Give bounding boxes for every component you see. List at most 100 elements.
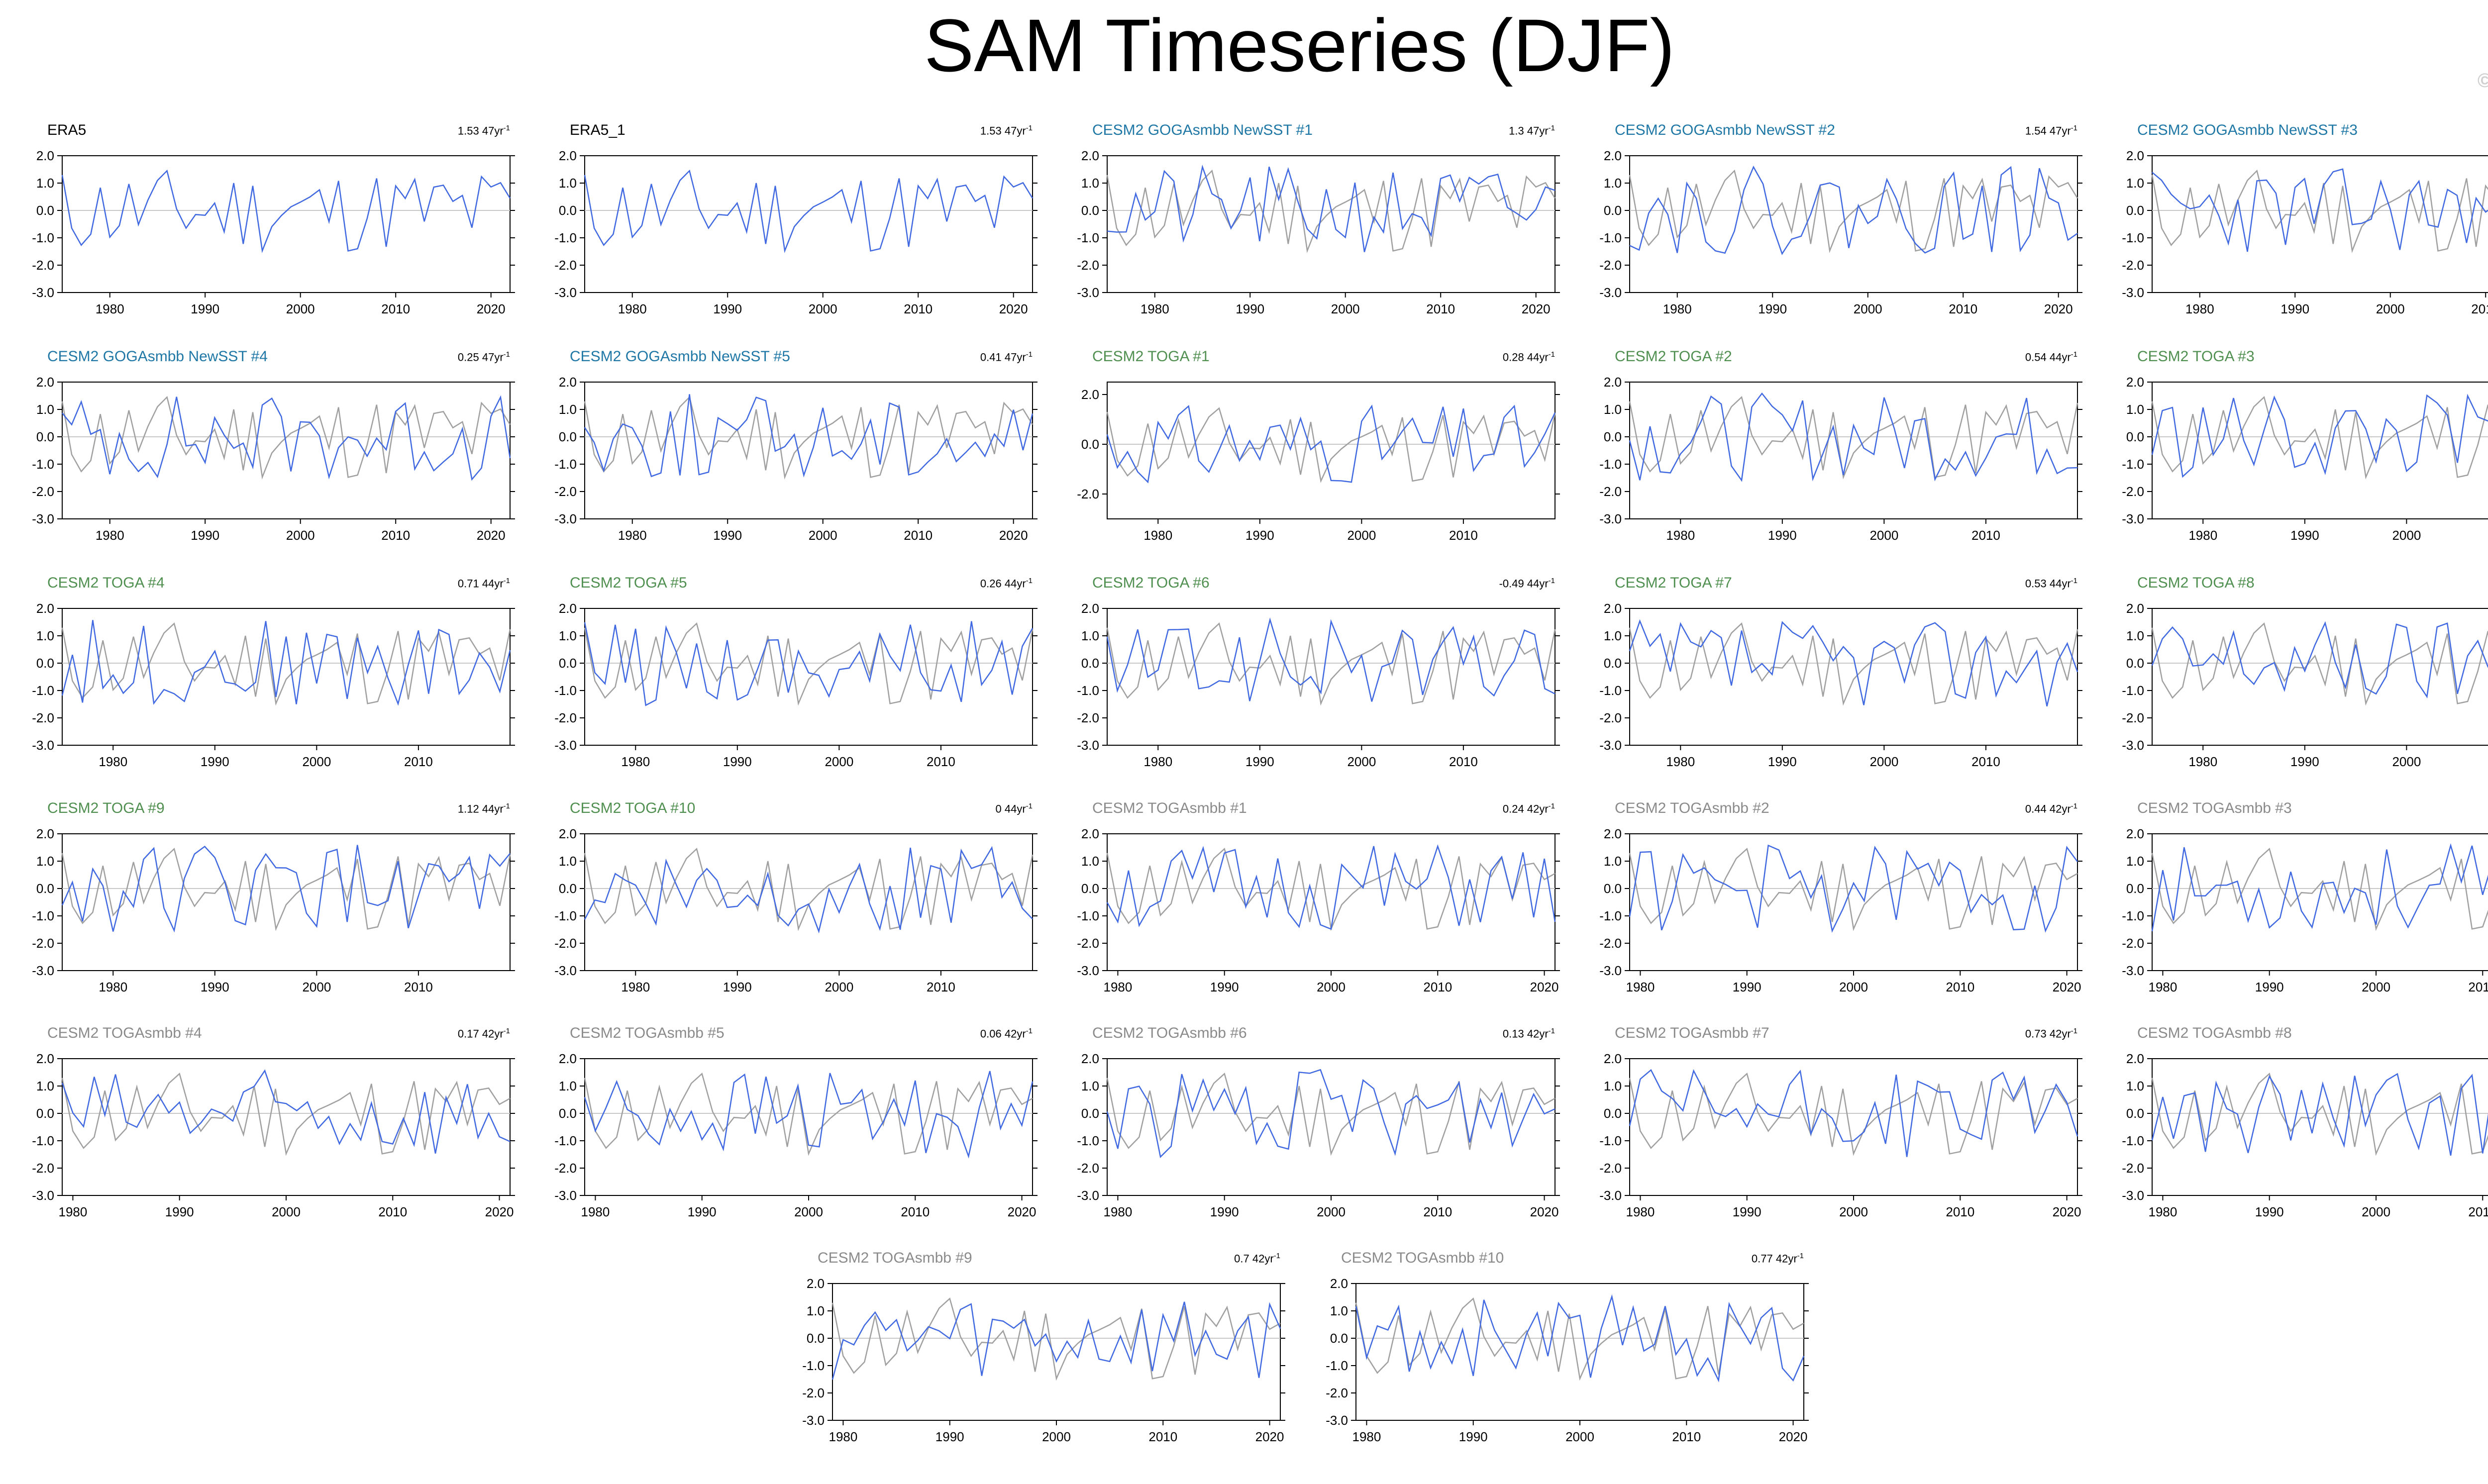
model-series-line — [584, 846, 1033, 934]
timeseries-chart: 2.0 1.0 0.0 -1.0 -2.0 -3.0 1980 1990 2000 2010 202… — [1599, 826, 2082, 994]
y-tick-label: -1.0 — [32, 457, 54, 472]
y-tick-label: 0.0 — [1604, 203, 1622, 218]
panel-title: CESM2 TOGA #2 — [1615, 348, 1732, 365]
x-tick-label: 2010 — [927, 980, 955, 994]
x-tick-label: 2020 — [1530, 980, 1559, 994]
panel-title: CESM2 TOGA #5 — [570, 575, 687, 591]
x-tick-label: 2010 — [1449, 528, 1478, 543]
y-tick-label: 0.0 — [2126, 429, 2144, 444]
timeseries-panel: CESM2 TOGA #7 0.53 44yr-1 2.0 1.0 0.0 -1.0 -2.… — [1582, 575, 2090, 784]
x-tick-label: 2010 — [2471, 301, 2488, 316]
y-tick-label: -3.0 — [2122, 963, 2144, 978]
timeseries-panel: CESM2 TOGAsmbb #5 0.06 42yr-1 2.0 1.0 0.0 -1.… — [537, 1025, 1045, 1234]
y-tick-label: 2.0 — [559, 826, 577, 841]
y-tick-label: -1.0 — [1599, 1133, 1622, 1148]
x-tick-label: 2010 — [904, 528, 933, 543]
y-tick-label: 0.0 — [2126, 203, 2144, 218]
model-series-line — [61, 169, 511, 253]
timeseries-panel: CESM2 GOGAsmbb NewSST #2 1.54 47yr-1 2.0 1.… — [1582, 122, 2090, 331]
y-tick-label: -3.0 — [1077, 285, 1099, 300]
x-tick-label: 2010 — [404, 754, 433, 769]
timeseries-chart: 2.0 1.0 0.0 -1.0 -2.0 -3.0 1980 1990 2000 2010 202… — [1077, 826, 1560, 994]
y-tick-label: -3.0 — [32, 738, 54, 753]
model-series-line — [1106, 404, 1556, 484]
timeseries-panel: CESM2 GOGAsmbb NewSST #4 0.25 47yr-1 2.0 1.… — [15, 348, 522, 557]
x-tick-label: 1990 — [1768, 754, 1797, 769]
panel-title: CESM2 TOGAsmbb #4 — [47, 1025, 202, 1041]
panel-title: CESM2 GOGAsmbb NewSST #2 — [1615, 122, 1835, 138]
y-tick-label: 1.0 — [559, 176, 577, 191]
panel-title: ERA5 — [47, 122, 87, 138]
panel-title: CESM2 TOGAsmbb #2 — [1615, 800, 1769, 816]
observed-series-line — [1629, 396, 2078, 480]
model-series-line — [1107, 164, 1555, 252]
x-tick-label: 2010 — [404, 980, 433, 994]
page-title: SAM Timeseries (DJF) — [924, 3, 1675, 87]
y-tick-label: -2.0 — [1077, 1161, 1099, 1176]
x-tick-label: 2020 — [1779, 1429, 1808, 1444]
y-tick-label: -2.0 — [1599, 710, 1622, 725]
x-tick-label: 2010 — [381, 528, 410, 543]
y-tick-label: 1.0 — [36, 402, 54, 417]
y-tick-label: 1.0 — [1604, 628, 1622, 643]
timeseries-panel: CESM2 TOGA #9 1.12 44yr-1 2.0 1.0 0.0 -1.0 -2.… — [15, 800, 522, 1009]
timeseries-panel: CESM2 TOGA #31.01 44yr-12.01.00.0-1.0-2.… — [2105, 348, 2488, 557]
x-tick-label: 2010 — [1426, 301, 1455, 316]
x-tick-label: 2000 — [302, 980, 331, 994]
plot-frame — [1107, 608, 1555, 746]
y-tick-label: -1.0 — [802, 1358, 825, 1373]
y-tick-label: 1.0 — [559, 1079, 577, 1093]
x-tick-label: 2000 — [1317, 980, 1346, 994]
y-tick-label: -3.0 — [1077, 738, 1099, 753]
panel-trend-label: 1.12 44yr-1 — [457, 802, 510, 815]
panel-title: CESM2 TOGAsmbb #9 — [818, 1250, 972, 1266]
observed-series-line — [61, 396, 511, 480]
plot-frame — [1107, 155, 1555, 293]
x-tick-label: 2000 — [2362, 1204, 2390, 1219]
y-tick-label: -3.0 — [1326, 1413, 1348, 1428]
y-tick-label: -1.0 — [32, 683, 54, 698]
x-tick-label: 2000 — [1565, 1429, 1594, 1444]
x-tick-label: 1990 — [201, 980, 229, 994]
panel-trend-label: 0.77 42yr-1 — [1751, 1252, 1804, 1265]
plot-frame — [1629, 382, 2078, 519]
x-tick-label: 2020 — [1255, 1429, 1284, 1444]
y-tick-label: -3.0 — [2122, 1188, 2144, 1203]
timeseries-chart: 2.0 1.0 0.0 -1.0 -2.0 -3.0 1980 1990 2000 2010 202… — [1599, 148, 2082, 316]
x-tick-label: 1980 — [621, 980, 650, 994]
x-tick-label: 1980 — [829, 1429, 858, 1444]
timeseries-chart: 2.0 0.0 -2.0 1980 1990 2000 2010 — [1077, 382, 1560, 543]
x-tick-label: 2000 — [272, 1204, 301, 1219]
panel-title: CESM2 TOGAsmbb #8 — [2137, 1025, 2292, 1041]
panel-trend-label: 0 44yr-1 — [995, 802, 1033, 815]
y-tick-label: 1.0 — [1604, 402, 1622, 417]
panel-title: CESM2 TOGAsmbb #7 — [1615, 1025, 1769, 1041]
timeseries-panel: ERA5_1 1.53 47yr-1 2.0 1.0 0.0 -1.0 -2.0 -3.0 19… — [537, 122, 1045, 331]
x-tick-label: 2000 — [1839, 980, 1868, 994]
timeseries-panel: CESM2 TOGA #6 -0.49 44yr-1 2.0 1.0 0.0 -1.0 -2… — [1060, 575, 1567, 784]
x-tick-label: 1980 — [2149, 980, 2177, 994]
timeseries-chart: 2.0 1.0 0.0 -1.0 -2.0 -3.0 1980 1990 2000 2010 — [1599, 375, 2082, 543]
plot-frame — [1355, 1283, 1804, 1421]
plot-frame — [62, 833, 511, 971]
y-tick-label: -2.0 — [2122, 258, 2144, 273]
y-tick-label: -3.0 — [2122, 738, 2144, 753]
observed-series-line — [61, 1073, 511, 1156]
y-tick-label: -2.0 — [1599, 258, 1622, 273]
y-tick-label: 2.0 — [559, 148, 577, 163]
y-tick-label: 0.0 — [807, 1331, 825, 1346]
x-tick-label: 2000 — [286, 301, 315, 316]
y-tick-label: 0.0 — [1081, 437, 1099, 452]
x-tick-label: 2010 — [1148, 1429, 1177, 1444]
timeseries-chart: 2.0 1.0 0.0 -1.0 -2.0 -3.0 1980 1990 2000 2010 202… — [802, 1276, 1285, 1444]
x-tick-label: 1990 — [1245, 754, 1274, 769]
y-tick-label: -2.0 — [1599, 936, 1622, 951]
model-series-line — [61, 845, 511, 933]
y-tick-label: 2.0 — [2126, 1051, 2144, 1066]
y-tick-label: 1.0 — [36, 854, 54, 869]
x-tick-label: 1980 — [96, 528, 124, 543]
y-tick-label: -1.0 — [1077, 908, 1099, 923]
y-tick-label: -2.0 — [1077, 487, 1099, 501]
y-tick-label: -1.0 — [1077, 230, 1099, 245]
model-series-line — [584, 169, 1034, 253]
